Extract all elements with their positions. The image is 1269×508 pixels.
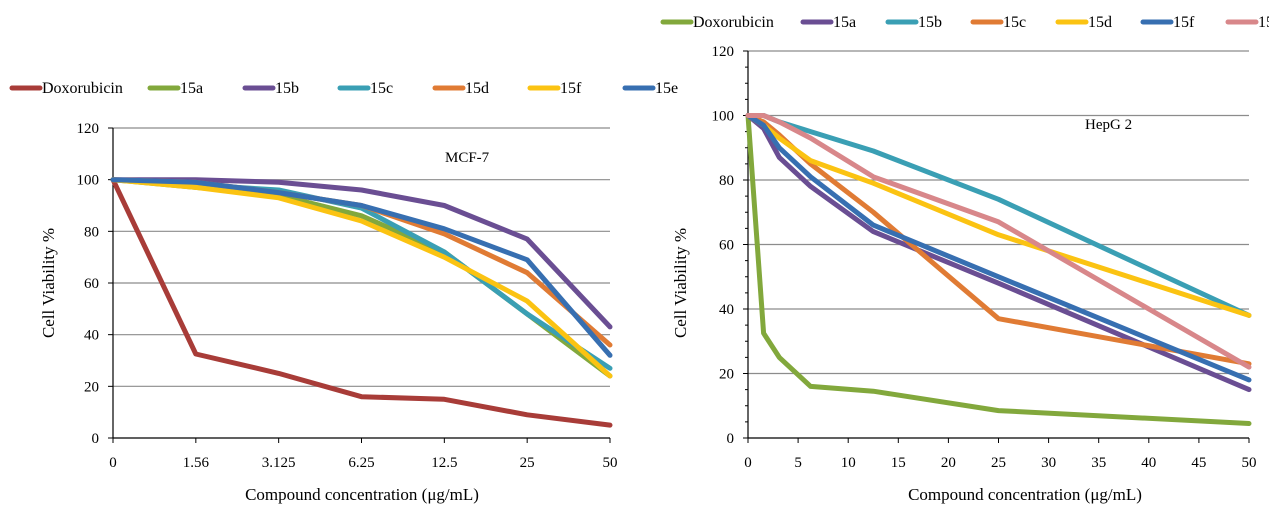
x-tick-label: 45 — [1191, 455, 1206, 471]
x-tick-label: 20 — [941, 455, 956, 471]
y-tick-label: 100 — [77, 173, 100, 189]
hepg2-annotation: HepG 2 — [1085, 117, 1132, 133]
legend-label-15f: 15f — [1173, 14, 1195, 31]
series-line-15f — [745, 113, 1252, 383]
y-tick-label: 120 — [712, 44, 735, 60]
legend-label-15d: 15d — [1088, 14, 1112, 31]
x-tick-label: 0 — [109, 455, 117, 471]
y-tick-label: 100 — [712, 109, 735, 125]
series-line-15e — [745, 113, 1252, 370]
series-line-doxorubicin — [110, 177, 613, 428]
y-tick-label: 20 — [84, 379, 99, 395]
y-tick-label: 120 — [77, 121, 100, 137]
mcf7-x-axis-label-text: Compound concentration (μg/mL) — [245, 485, 479, 504]
mcf7-chart: 0 20 40 60 80 100 120 0 1.56 3.125 6.25 12.5 25 50 MC… — [9, 80, 678, 504]
x-tick-label: 0 — [744, 455, 752, 471]
x-tick-label: 25 — [991, 455, 1006, 471]
legend-label-15b: 15b — [275, 80, 299, 97]
x-tick-label: 35 — [1091, 455, 1106, 471]
x-tick-label: 50 — [603, 455, 618, 471]
x-tick-label: 50 — [1242, 455, 1257, 471]
y-tick-label: 0 — [727, 431, 735, 447]
mcf7-tick-labels: 0 20 40 60 80 100 120 0 1.56 3.125 6.25 12.5 25 50 — [77, 121, 618, 471]
hepg2-x-axis-label-text: Compound concentration (μg/mL) — [908, 485, 1142, 504]
y-tick-label: 40 — [84, 328, 99, 344]
mcf7-gridlines — [113, 127, 610, 387]
mcf7-y-axis-label: Cell Viability % — [39, 228, 58, 338]
series-line-15b — [110, 177, 613, 330]
legend-label-doxorubicin: Doxorubicin — [42, 80, 123, 97]
y-tick-label: 0 — [92, 431, 100, 447]
series-line-15f — [110, 177, 613, 379]
legend-label-15b: 15b — [918, 14, 942, 31]
hepg2-series — [745, 113, 1252, 426]
x-tick-label: 25 — [520, 455, 535, 471]
legend-label-15d: 15d — [465, 80, 489, 97]
hepg2-tick-labels: 0 20 40 60 80 100 120 0 5 10 15 20 25 30 35 40 45 50 — [712, 44, 1257, 471]
x-tick-label: 12.5 — [431, 455, 457, 471]
x-tick-label: 15 — [891, 455, 906, 471]
hepg2-x-axis-label: Compound concentration (μg/mL) — [908, 485, 1142, 504]
legend-label-15e: 15e — [1258, 14, 1269, 31]
series-line-15e — [110, 177, 613, 358]
legend-label-15f: 15f — [560, 80, 582, 97]
legend-label-15e: 15e — [655, 80, 678, 97]
legend-label-15c: 15c — [1003, 14, 1026, 31]
x-tick-label: 1.56 — [183, 455, 210, 471]
y-tick-label: 40 — [719, 302, 734, 318]
y-tick-label: 80 — [84, 224, 99, 240]
x-tick-label: 6.25 — [348, 455, 374, 471]
legend-label-doxorubicin: Doxorubicin — [693, 14, 774, 31]
mcf7-series — [110, 177, 613, 428]
y-tick-label: 80 — [719, 173, 734, 189]
series-line-doxorubicin — [745, 113, 1252, 426]
x-tick-label: 5 — [794, 455, 802, 471]
series-line-15c — [745, 113, 1252, 367]
x-tick-label: 30 — [1041, 455, 1056, 471]
x-tick-label: 40 — [1141, 455, 1156, 471]
y-tick-label: 20 — [719, 367, 734, 383]
x-tick-label: 3.125 — [262, 455, 296, 471]
y-tick-label: 60 — [719, 238, 734, 254]
x-tick-label: 10 — [841, 455, 856, 471]
legend-label-15c: 15c — [370, 80, 393, 97]
y-tick-label: 60 — [84, 276, 99, 292]
legend-label-15a: 15a — [833, 14, 856, 31]
hepg2-axes — [743, 50, 1250, 443]
hepg2-chart: 0 20 40 60 80 100 120 0 5 10 15 20 25 30 35 40 45 50 HepG… — [660, 14, 1269, 504]
mcf7-annotation: MCF-7 — [445, 150, 490, 166]
hepg2-legend: Doxorubicin 15a 15b 15c 15d 15f 15e — [660, 14, 1269, 31]
legend-label-15a: 15a — [180, 80, 203, 97]
hepg2-y-axis-label: Cell Viability % — [671, 228, 690, 338]
mcf7-x-axis-label: Compound concentration (μg/mL) — [245, 485, 479, 504]
mcf7-legend: Doxorubicin 15a 15b 15c 15d 15f 15e — [9, 80, 678, 97]
